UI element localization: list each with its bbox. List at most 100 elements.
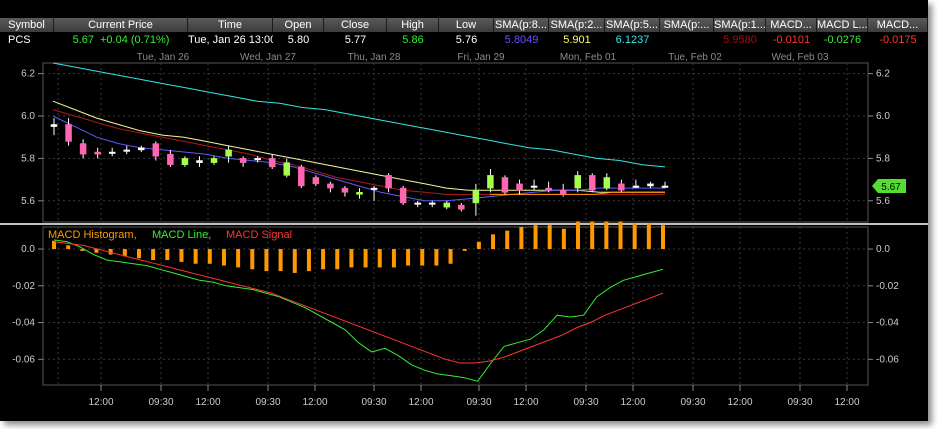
- macd-legend-item: MACD Signal: [226, 229, 292, 241]
- candle[interactable]: [196, 156, 203, 167]
- candle[interactable]: [399, 185, 407, 206]
- col-header-current-price[interactable]: Current Price: [54, 18, 188, 32]
- date-label: Tue, Jan 26: [137, 52, 190, 63]
- candle-body: [603, 177, 611, 189]
- candle[interactable]: [472, 183, 480, 216]
- macd-histogram-bar: [221, 249, 226, 266]
- candle[interactable]: [545, 181, 552, 193]
- macd-tick-label-left: -0.06: [12, 354, 35, 365]
- candle[interactable]: [356, 188, 363, 199]
- time-label: 12:00: [195, 397, 220, 408]
- candle[interactable]: [268, 154, 276, 169]
- candle[interactable]: [94, 147, 101, 159]
- sma8-value: 5.8049: [504, 34, 539, 46]
- candle[interactable]: [516, 179, 523, 195]
- macd-histogram-bar: [193, 249, 198, 264]
- macd-histogram-bar: [165, 249, 170, 261]
- col-header-symbol[interactable]: Symbol: [0, 18, 54, 32]
- candle[interactable]: [414, 200, 421, 208]
- candle[interactable]: [443, 200, 451, 210]
- candle[interactable]: [589, 173, 596, 193]
- col-header-high[interactable]: High: [387, 18, 439, 32]
- col-header-sma2[interactable]: SMA(p:2...: [549, 18, 605, 32]
- price-tick-label-left: 6.0: [21, 111, 35, 122]
- col-header-macd[interactable]: MACD...: [766, 18, 817, 32]
- col-header-macds[interactable]: MACD...: [868, 18, 928, 32]
- candle[interactable]: [487, 169, 494, 193]
- candle-body: [559, 189, 567, 195]
- candle[interactable]: [618, 179, 625, 193]
- candle[interactable]: [298, 164, 305, 189]
- macd-signal-value: -0.0175: [879, 34, 917, 46]
- candle-body: [487, 175, 494, 189]
- macd-histogram-bar: [476, 241, 481, 250]
- candle[interactable]: [661, 181, 669, 189]
- candle[interactable]: [50, 118, 58, 136]
- candle[interactable]: [647, 181, 654, 189]
- candle[interactable]: [385, 173, 392, 193]
- candle[interactable]: [574, 171, 581, 193]
- candle[interactable]: [210, 156, 218, 165]
- col-header-close[interactable]: Close: [324, 18, 387, 32]
- candle[interactable]: [108, 147, 116, 157]
- col-header-macdl[interactable]: MACD L...: [817, 18, 868, 32]
- macd-histogram-bar: [434, 249, 439, 266]
- candle-body: [516, 183, 523, 191]
- candle[interactable]: [79, 139, 87, 159]
- candle[interactable]: [341, 185, 349, 197]
- candle[interactable]: [138, 145, 145, 153]
- macd-histogram-bar: [618, 221, 623, 250]
- candle[interactable]: [370, 185, 378, 201]
- candle[interactable]: [428, 200, 436, 208]
- price-tick-label-right: 6.2: [876, 69, 890, 80]
- price-tick-label-right: 6.0: [876, 111, 890, 122]
- macd-tick-label-left: -0.02: [12, 281, 35, 292]
- time-label: 12:00: [727, 397, 752, 408]
- candle[interactable]: [152, 141, 160, 161]
- candle[interactable]: [123, 145, 130, 155]
- candle[interactable]: [530, 179, 538, 191]
- candle-body: [298, 166, 305, 187]
- macd-histogram-bar: [136, 249, 141, 259]
- macd-histogram-bar: [108, 249, 113, 255]
- col-header-time[interactable]: Time: [188, 18, 273, 32]
- candle-body: [181, 158, 189, 166]
- sma5-value: 6.1237: [615, 34, 650, 46]
- col-header-sma5[interactable]: SMA(p:5...: [605, 18, 660, 32]
- col-header-open[interactable]: Open: [273, 18, 324, 32]
- candle-body: [545, 187, 552, 191]
- candle[interactable]: [327, 181, 334, 193]
- col-header-sma-a[interactable]: SMA(p:...: [660, 18, 714, 32]
- candle[interactable]: [501, 175, 509, 195]
- candle[interactable]: [603, 173, 611, 191]
- date-label: Wed, Feb 03: [771, 52, 829, 63]
- macd-histogram-bar: [151, 249, 156, 261]
- candle[interactable]: [312, 175, 320, 186]
- candle-body: [254, 158, 261, 161]
- candle[interactable]: [239, 156, 247, 167]
- candle-body: [138, 147, 145, 151]
- candle-body: [239, 158, 247, 163]
- macd-histogram-bar: [321, 249, 326, 270]
- time-label: 09:30: [148, 397, 173, 408]
- candle[interactable]: [65, 118, 72, 146]
- candle[interactable]: [167, 149, 174, 167]
- candle-body: [341, 187, 349, 193]
- col-header-sma8[interactable]: SMA(p:8...: [494, 18, 549, 32]
- col-header-sma1[interactable]: SMA(p:1...: [714, 18, 766, 32]
- macd-histogram-bar: [420, 249, 425, 266]
- last-price-tag-label: 5.67: [881, 182, 901, 193]
- candle[interactable]: [181, 156, 189, 167]
- macd-histogram-bar: [80, 249, 85, 251]
- macd-histogram-bar: [278, 249, 283, 272]
- candle[interactable]: [283, 158, 291, 178]
- candle[interactable]: [632, 179, 640, 189]
- macd-panel-border: [42, 226, 869, 386]
- time-label: 12:00: [408, 397, 433, 408]
- candle[interactable]: [458, 202, 465, 212]
- candle[interactable]: [225, 145, 232, 163]
- candle[interactable]: [254, 156, 261, 163]
- col-header-low[interactable]: Low: [439, 18, 494, 32]
- candle[interactable]: [559, 183, 567, 197]
